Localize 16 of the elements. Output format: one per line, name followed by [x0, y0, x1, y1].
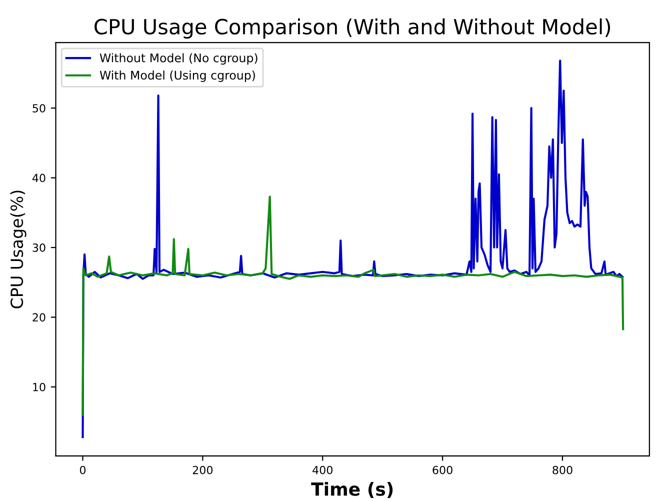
x-tick-label: 400 [312, 466, 332, 474]
legend-label: With Model (Using cgroup) [100, 70, 255, 82]
x-tick-label: 600 [432, 466, 452, 474]
y-tick-label: 50 [32, 104, 46, 112]
y-tick-label: 30 [32, 243, 46, 252]
x-axis-title: Time (s) [311, 482, 393, 498]
y-tick-label: 20 [32, 313, 46, 322]
x-tick-label: 800 [552, 466, 572, 474]
x-tick-label: 200 [192, 466, 213, 474]
x-tick-label: 0 [80, 466, 86, 474]
y-tick-label: 10 [33, 382, 46, 392]
legend-label: Without Model (No cgroup) [100, 53, 258, 65]
chart-title: CPU Usage Comparison (With and Without Model) [94, 18, 610, 39]
y-tick-label: 40 [32, 174, 46, 182]
line-series [82, 196, 624, 416]
y-axis-title: CPU Usage(%) [10, 190, 26, 308]
